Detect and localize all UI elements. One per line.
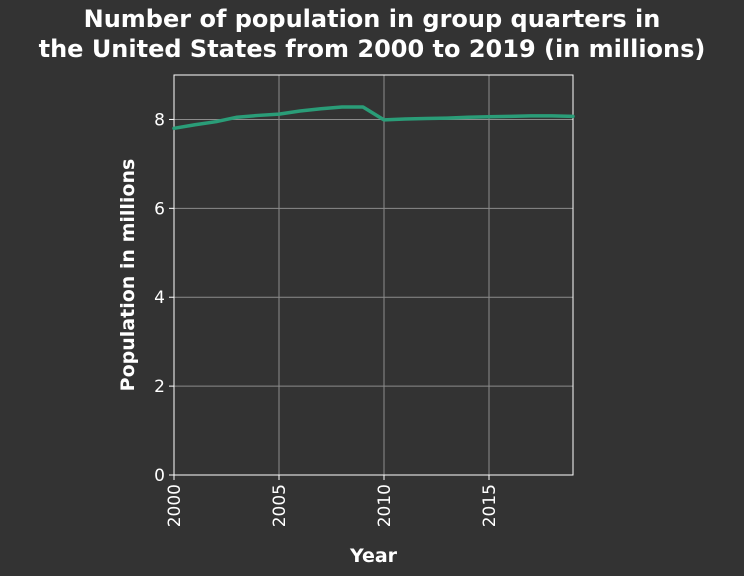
y-tick-label-1: 2 [154, 377, 165, 397]
x-tick-label-2: 2010 [375, 484, 395, 527]
plot-frame [173, 74, 574, 476]
ticks: 0 2 4 6 8 2000 2005 2010 2015 [154, 110, 500, 527]
x-tick-label-1: 2005 [270, 484, 290, 527]
chart-title: Number of population in group quarters i… [0, 4, 744, 64]
x-tick-label-0: 2000 [165, 484, 185, 527]
y-axis-label: Population in millions [117, 159, 139, 392]
y-tick-label-0: 0 [154, 466, 165, 486]
x-axis-label: Year [349, 545, 398, 567]
y-tick-label-2: 4 [154, 288, 165, 308]
y-tick-label-3: 6 [154, 199, 165, 219]
series-line [172, 105, 575, 131]
x-tick-label-3: 2015 [480, 484, 500, 527]
y-tick-label-4: 8 [154, 110, 165, 130]
chart-title-line-2: the United States from 2000 to 2019 (in … [38, 35, 706, 63]
grid [173, 75, 573, 476]
chart-title-line-1: Number of population in group quarters i… [83, 5, 661, 33]
